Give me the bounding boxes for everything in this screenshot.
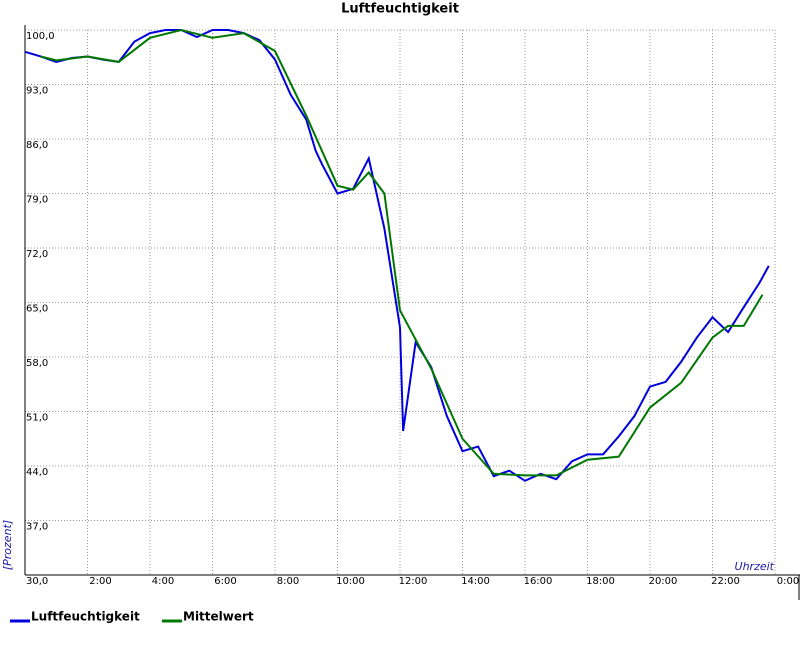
x-tick-label: 4:00 <box>152 576 174 587</box>
data-line <box>40 28 764 477</box>
legend-label: Mittelwert <box>183 610 254 624</box>
y-tick-label: 100,0 <box>26 31 55 42</box>
data-line <box>24 29 770 482</box>
legend-label: Luftfeuchtigkeit <box>31 610 140 624</box>
y-tick-label: 58,0 <box>26 358 48 369</box>
y-tick-label: 37,0 <box>26 522 48 533</box>
x-tick-label: 18:00 <box>586 576 615 587</box>
x-axis-label: Uhrzeit <box>735 560 775 573</box>
y-tick-label: 93,0 <box>26 86 48 97</box>
y-tick-label: 51,0 <box>26 413 48 424</box>
y-tick-label: 79,0 <box>26 195 48 206</box>
y-tick-label: 65,0 <box>26 304 48 315</box>
x-tick-label: 0:00 <box>777 576 799 587</box>
y-tick-label: 86,0 <box>26 140 48 151</box>
x-tick-label: 6:00 <box>214 576 236 587</box>
x-tick-label: 20:00 <box>649 576 678 587</box>
x-tick-label: 10:00 <box>336 576 365 587</box>
x-tick-label: 12:00 <box>399 576 428 587</box>
x-tick-label: 22:00 <box>711 576 740 587</box>
x-tick-label: 16:00 <box>524 576 553 587</box>
chart-title: Luftfeuchtigkeit <box>341 2 459 17</box>
x-tick-label: 8:00 <box>277 576 299 587</box>
y-tick-label: 72,0 <box>26 249 48 260</box>
x-tick-label: 14:00 <box>461 576 490 587</box>
y-axis-label: [Prozent] <box>1 520 14 570</box>
y-tick-label: 30,0 <box>26 576 48 587</box>
x-tick-label: 2:00 <box>89 576 111 587</box>
y-tick-label: 44,0 <box>26 467 48 478</box>
